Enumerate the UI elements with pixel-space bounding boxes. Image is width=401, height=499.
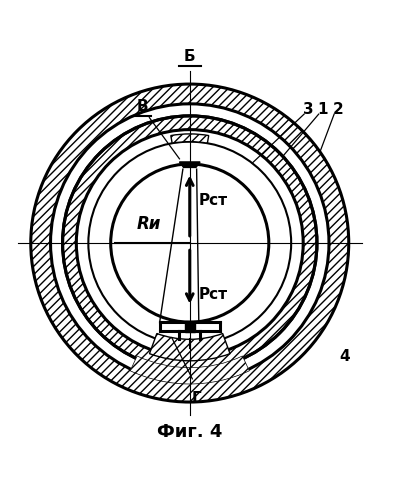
Circle shape [51, 104, 329, 382]
Text: 1: 1 [318, 102, 328, 117]
Text: Pст: Pст [198, 193, 227, 208]
Circle shape [31, 84, 349, 402]
Text: 3: 3 [303, 102, 314, 117]
Text: 2: 2 [333, 102, 344, 117]
Text: В: В [137, 99, 148, 114]
Circle shape [88, 142, 291, 344]
Circle shape [111, 164, 269, 322]
Text: 4: 4 [339, 349, 350, 364]
Wedge shape [171, 134, 209, 143]
Circle shape [76, 130, 303, 356]
Text: Фиг. 4: Фиг. 4 [157, 423, 223, 441]
Text: Rи: Rи [136, 215, 161, 233]
Wedge shape [130, 356, 249, 384]
Text: Б: Б [184, 49, 196, 64]
Text: Г: Г [192, 391, 201, 406]
Text: Pст: Pст [198, 287, 227, 302]
Polygon shape [184, 321, 195, 331]
Circle shape [63, 116, 317, 370]
Wedge shape [150, 333, 230, 361]
Polygon shape [179, 162, 200, 168]
